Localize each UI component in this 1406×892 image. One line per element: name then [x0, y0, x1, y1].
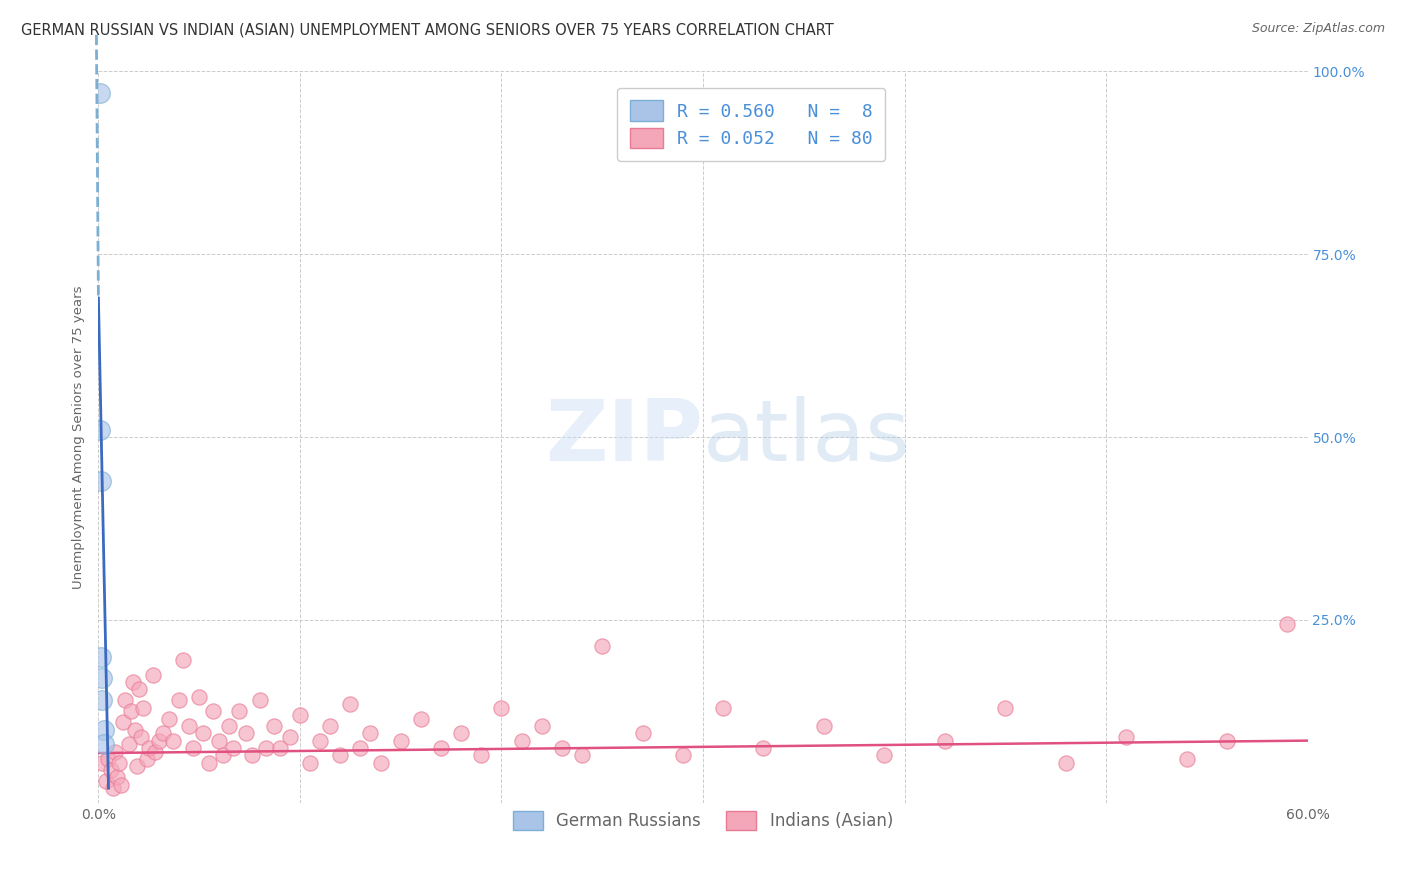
- Point: [450, 726, 472, 740]
- Point: [89, 423, 111, 437]
- Point: [100, 763, 122, 777]
- Point: [409, 712, 432, 726]
- Point: [90, 474, 112, 488]
- Point: [1054, 756, 1077, 770]
- Point: [105, 770, 128, 784]
- Point: [212, 748, 235, 763]
- Text: Source: ZipAtlas.com: Source: ZipAtlas.com: [1251, 22, 1385, 36]
- Point: [179, 719, 201, 733]
- Point: [128, 682, 150, 697]
- Point: [591, 639, 613, 653]
- Point: [228, 705, 250, 719]
- Text: ZIP: ZIP: [546, 395, 703, 479]
- Point: [91, 672, 114, 686]
- Point: [202, 705, 225, 719]
- Point: [813, 719, 835, 733]
- Point: [132, 700, 155, 714]
- Point: [118, 737, 141, 751]
- Point: [111, 715, 134, 730]
- Point: [125, 759, 148, 773]
- Point: [389, 733, 412, 747]
- Point: [110, 778, 132, 792]
- Point: [142, 667, 165, 681]
- Point: [1175, 752, 1198, 766]
- Point: [339, 697, 361, 711]
- Point: [218, 719, 240, 733]
- Point: [491, 700, 513, 714]
- Point: [571, 748, 593, 763]
- Point: [631, 726, 654, 740]
- Point: [198, 756, 221, 770]
- Legend: German Russians, Indians (Asian): German Russians, Indians (Asian): [502, 799, 904, 842]
- Point: [1216, 733, 1239, 747]
- Point: [121, 675, 143, 690]
- Point: [249, 693, 271, 707]
- Point: [873, 748, 896, 763]
- Point: [470, 748, 492, 763]
- Point: [235, 726, 257, 740]
- Point: [254, 740, 277, 755]
- Point: [96, 773, 118, 788]
- Point: [208, 733, 231, 747]
- Point: [90, 649, 112, 664]
- Point: [349, 740, 371, 755]
- Point: [319, 719, 342, 733]
- Point: [193, 726, 215, 740]
- Point: [91, 693, 114, 707]
- Point: [181, 740, 204, 755]
- Point: [114, 693, 136, 707]
- Point: [672, 748, 695, 763]
- Point: [299, 756, 322, 770]
- Point: [135, 752, 157, 766]
- Point: [101, 781, 124, 796]
- Point: [309, 733, 332, 747]
- Text: atlas: atlas: [703, 395, 911, 479]
- Point: [91, 756, 114, 770]
- Point: [1277, 616, 1299, 631]
- Point: [994, 700, 1017, 714]
- Point: [138, 740, 160, 755]
- Point: [188, 690, 211, 704]
- Point: [167, 693, 190, 707]
- Point: [1115, 730, 1137, 744]
- Point: [288, 708, 311, 723]
- Point: [370, 756, 392, 770]
- Point: [152, 726, 174, 740]
- Point: [263, 719, 285, 733]
- Point: [430, 740, 453, 755]
- Point: [240, 748, 263, 763]
- Point: [103, 745, 125, 759]
- Point: [752, 740, 775, 755]
- Point: [143, 745, 166, 759]
- Point: [162, 733, 184, 747]
- Point: [278, 730, 301, 744]
- Y-axis label: Unemployment Among Seniors over 75 years: Unemployment Among Seniors over 75 years: [72, 285, 86, 589]
- Point: [107, 756, 129, 770]
- Point: [222, 740, 245, 755]
- Point: [124, 723, 146, 737]
- Point: [93, 723, 115, 737]
- Point: [97, 752, 120, 766]
- Point: [148, 733, 170, 747]
- Point: [510, 733, 533, 747]
- Text: GERMAN RUSSIAN VS INDIAN (ASIAN) UNEMPLOYMENT AMONG SENIORS OVER 75 YEARS CORREL: GERMAN RUSSIAN VS INDIAN (ASIAN) UNEMPLO…: [21, 22, 834, 37]
- Point: [711, 700, 734, 714]
- Point: [551, 740, 574, 755]
- Point: [329, 748, 352, 763]
- Point: [934, 733, 956, 747]
- Point: [157, 712, 180, 726]
- Point: [360, 726, 382, 740]
- Point: [530, 719, 553, 733]
- Point: [129, 730, 152, 744]
- Point: [120, 705, 142, 719]
- Point: [93, 737, 115, 751]
- Point: [172, 653, 194, 667]
- Point: [269, 740, 291, 755]
- Point: [89, 87, 111, 101]
